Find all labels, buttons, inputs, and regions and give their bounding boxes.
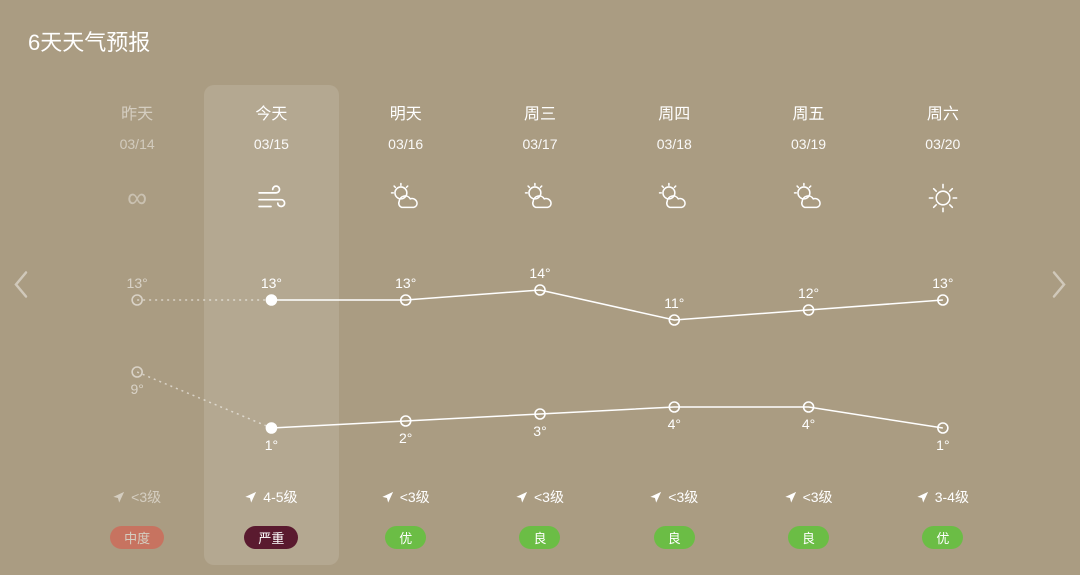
day-date: 03/16 <box>339 136 473 152</box>
aqi-badge: 良 <box>654 526 695 549</box>
nav-prev-button[interactable] <box>12 269 30 306</box>
day-column[interactable]: 今天 03/15 4-5级严重 <box>204 85 338 565</box>
day-column[interactable]: 周四 03/18 <3级良 <box>607 85 741 565</box>
weather-wind-icon <box>204 180 338 216</box>
day-date: 03/14 <box>70 136 204 152</box>
aqi-badge: 优 <box>385 526 426 549</box>
weather-partly-cloudy-icon <box>473 180 607 216</box>
wind-arrow-icon <box>516 489 530 506</box>
day-name: 今天 <box>204 100 338 124</box>
day-date: 03/17 <box>473 136 607 152</box>
day-date: 03/15 <box>204 136 338 152</box>
wind-level: 3-4级 <box>935 487 969 507</box>
weather-partly-cloudy-icon <box>741 180 875 216</box>
day-column[interactable]: 明天 03/16 <3级优 <box>339 85 473 565</box>
wind-level: <3级 <box>668 487 698 507</box>
aqi-row: 良 <box>741 526 875 549</box>
day-date: 03/20 <box>876 136 1010 152</box>
day-name: 昨天 <box>70 100 204 124</box>
wind-arrow-icon <box>113 489 127 506</box>
wind-info: <3级 <box>607 487 741 507</box>
wind-level: 4-5级 <box>263 487 297 507</box>
aqi-row: 良 <box>473 526 607 549</box>
day-column[interactable]: 周五 03/19 <3级良 <box>741 85 875 565</box>
wind-arrow-icon <box>245 489 259 506</box>
page-title: 6天天气预报 <box>28 25 150 57</box>
wind-info: <3级 <box>473 487 607 507</box>
weather-partly-cloudy-icon <box>339 180 473 216</box>
aqi-row: 良 <box>607 526 741 549</box>
weather-infinity-icon: ∞ <box>70 180 204 216</box>
day-name: 周六 <box>876 100 1010 124</box>
wind-info: 3-4级 <box>876 487 1010 507</box>
day-column[interactable]: 昨天 03/14 ∞ <3级中度 <box>70 85 204 565</box>
wind-info: <3级 <box>741 487 875 507</box>
day-date: 03/18 <box>607 136 741 152</box>
wind-arrow-icon <box>917 489 931 506</box>
aqi-badge: 良 <box>788 526 829 549</box>
day-date: 03/19 <box>741 136 875 152</box>
day-column[interactable]: 周三 03/17 <3级良 <box>473 85 607 565</box>
weather-sunny-icon <box>876 180 1010 216</box>
forecast-row: 昨天03/14∞<3级中度今天03/154-5级严重明天03/16<3级优周三0… <box>70 85 1010 565</box>
wind-info: 4-5级 <box>204 487 338 507</box>
day-name: 周三 <box>473 100 607 124</box>
day-column[interactable]: 周六 03/20 3-4级优 <box>876 85 1010 565</box>
wind-arrow-icon <box>785 489 799 506</box>
wind-info: <3级 <box>70 487 204 507</box>
day-name: 明天 <box>339 100 473 124</box>
wind-level: <3级 <box>534 487 564 507</box>
aqi-row: 优 <box>876 526 1010 549</box>
aqi-row: 中度 <box>70 526 204 549</box>
wind-arrow-icon <box>650 489 664 506</box>
wind-level: <3级 <box>131 487 161 507</box>
aqi-badge: 优 <box>922 526 963 549</box>
wind-arrow-icon <box>382 489 396 506</box>
day-name: 周四 <box>607 100 741 124</box>
nav-next-button[interactable] <box>1050 269 1068 306</box>
wind-level: <3级 <box>400 487 430 507</box>
aqi-badge: 中度 <box>110 526 164 549</box>
aqi-badge: 严重 <box>244 526 298 549</box>
wind-info: <3级 <box>339 487 473 507</box>
aqi-row: 严重 <box>204 526 338 549</box>
aqi-row: 优 <box>339 526 473 549</box>
weather-partly-cloudy-icon <box>607 180 741 216</box>
day-name: 周五 <box>741 100 875 124</box>
aqi-badge: 良 <box>519 526 560 549</box>
wind-level: <3级 <box>803 487 833 507</box>
